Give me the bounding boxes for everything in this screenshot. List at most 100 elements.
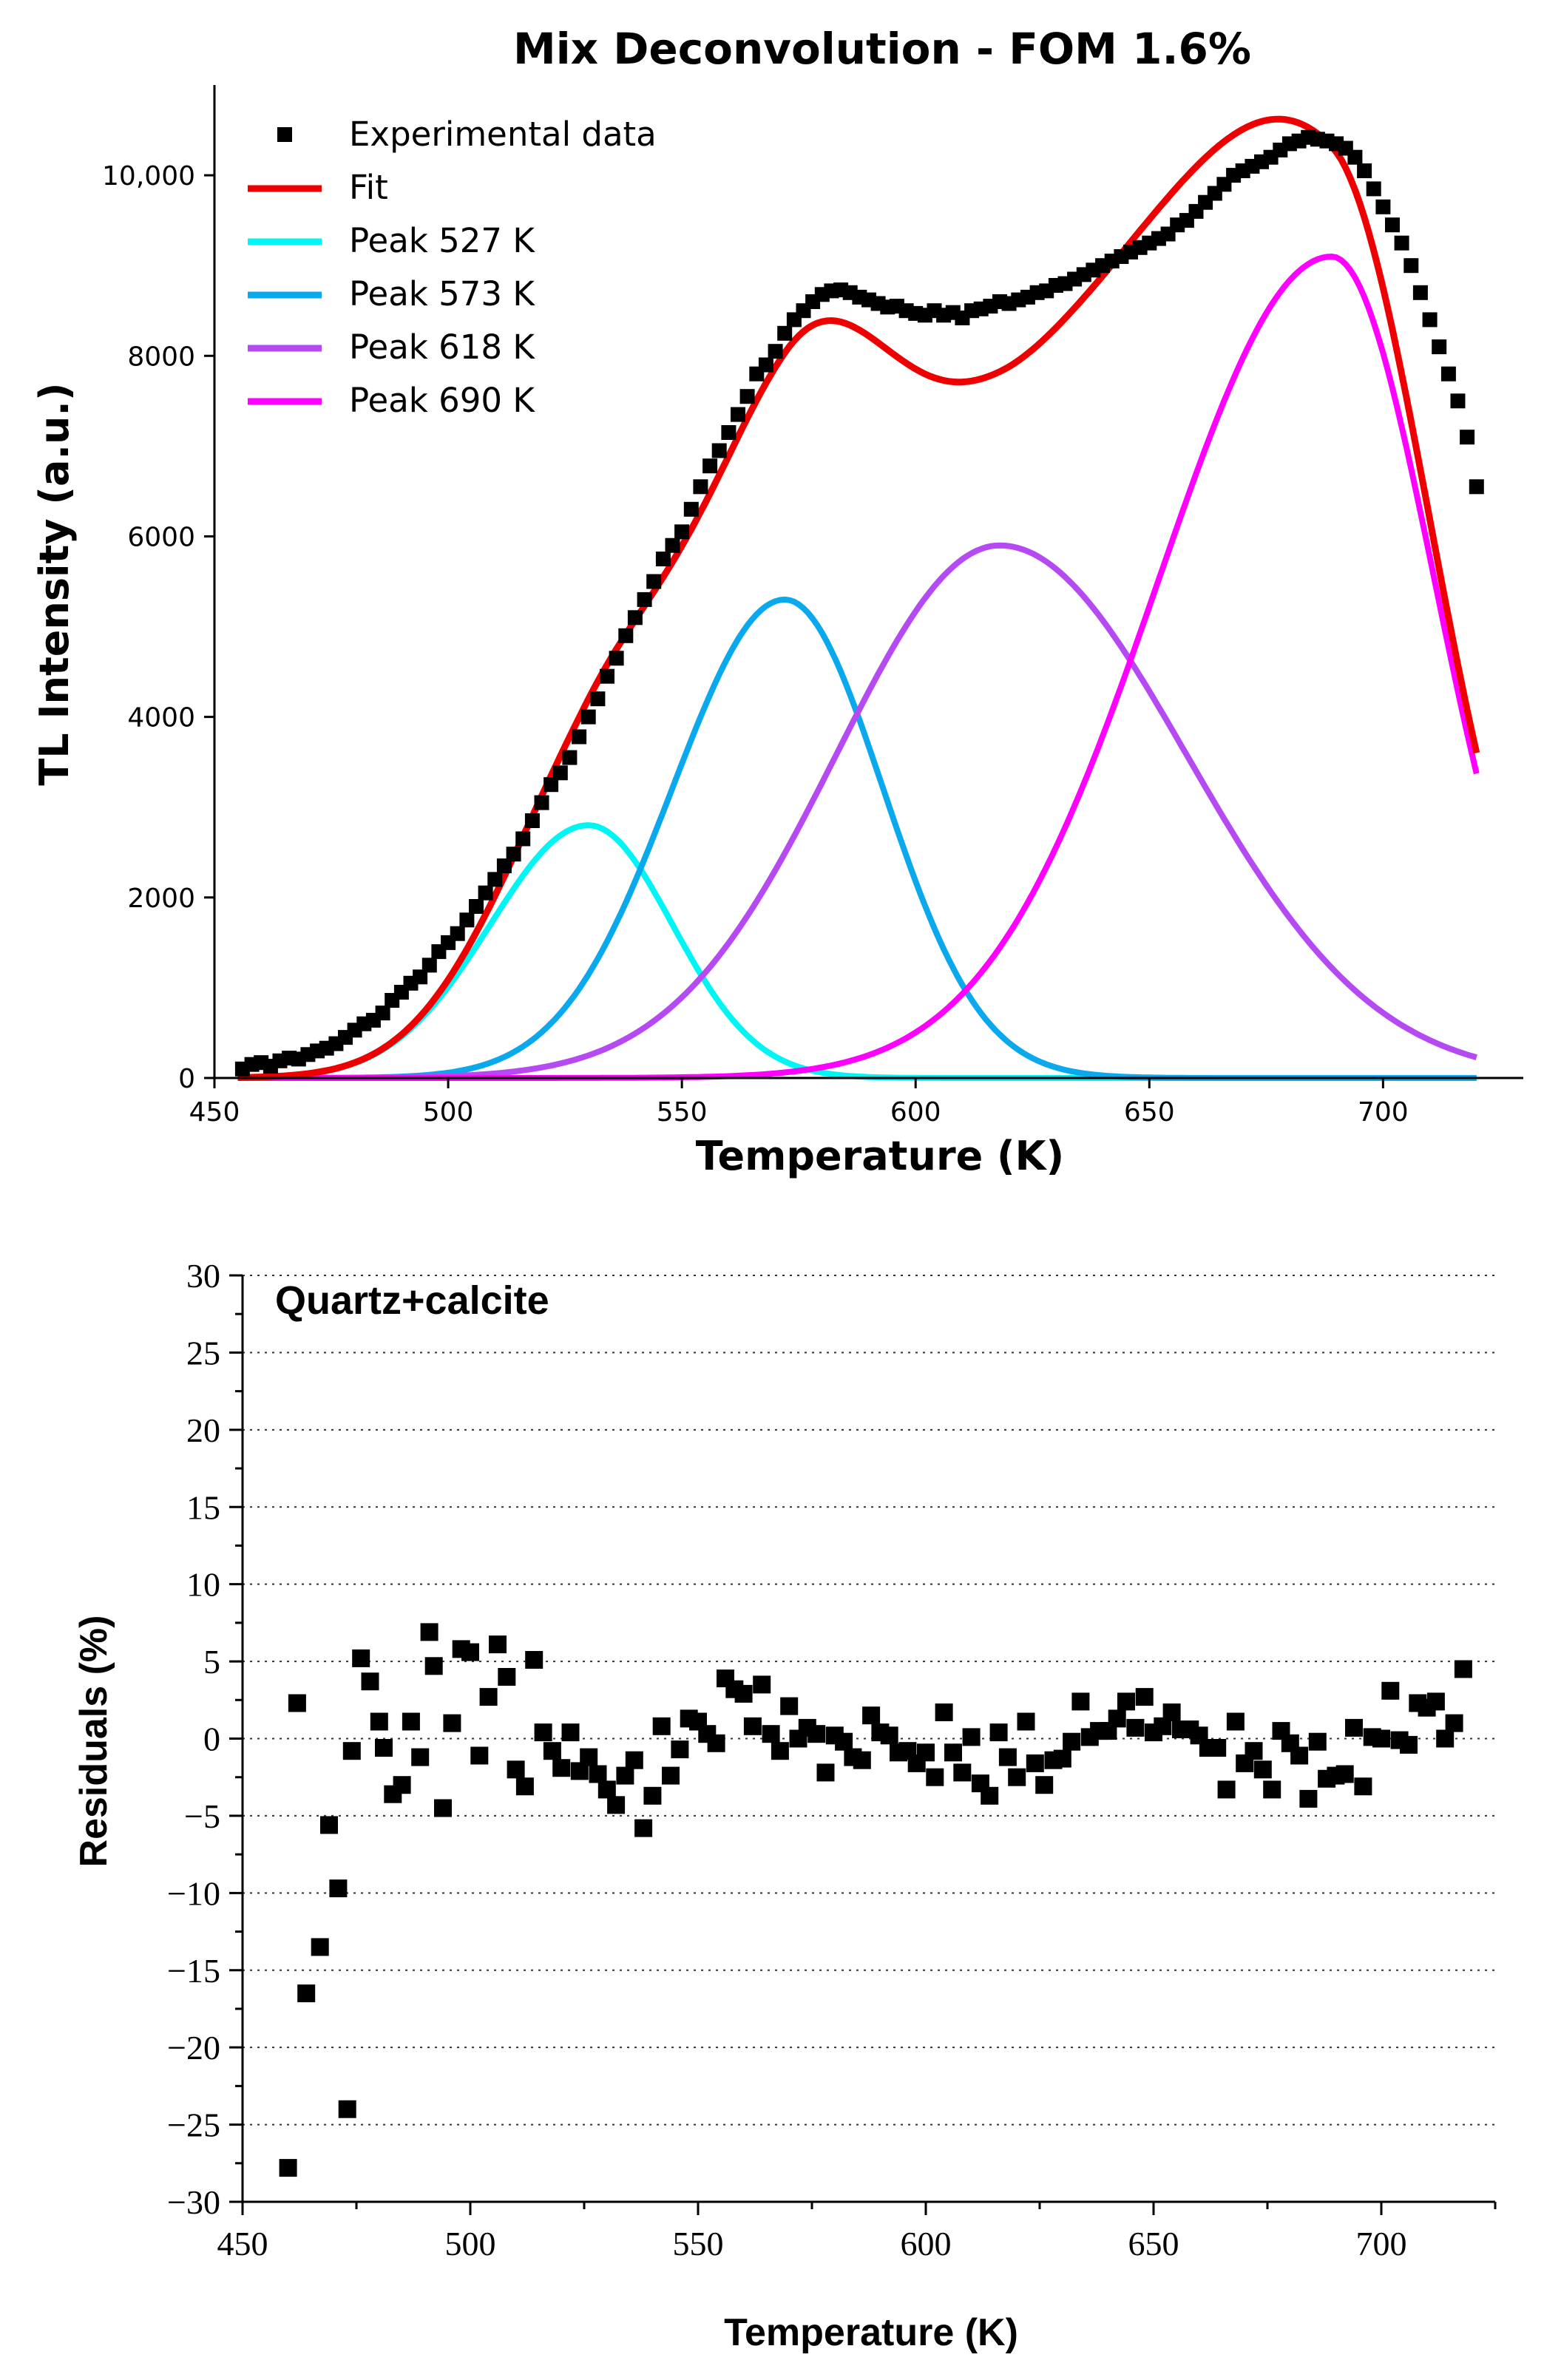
y-tick-label: 6000 bbox=[127, 522, 195, 552]
residual-point bbox=[420, 1623, 438, 1641]
experimental-point bbox=[637, 591, 652, 607]
experimental-point bbox=[1412, 285, 1428, 300]
residual-point bbox=[1354, 1777, 1372, 1796]
residual-point bbox=[771, 1742, 789, 1760]
residual-point bbox=[342, 1742, 361, 1760]
residuals-x-ticks: 450 500 550 600 650 700 bbox=[217, 2202, 1497, 2262]
residual-point bbox=[1263, 1780, 1281, 1799]
x-tick-label: 500 bbox=[445, 2225, 496, 2262]
experimental-point bbox=[1366, 181, 1381, 197]
experimental-point bbox=[450, 926, 465, 941]
experimental-point bbox=[1385, 217, 1400, 233]
experimental-point bbox=[478, 885, 493, 901]
experimental-point bbox=[506, 847, 521, 862]
residual-point bbox=[1308, 1732, 1327, 1751]
legend-label-experimental: Experimental data bbox=[349, 115, 657, 154]
residual-point bbox=[917, 1743, 935, 1762]
experimental-point bbox=[674, 524, 690, 540]
x-tick-label: 550 bbox=[673, 2225, 724, 2262]
experimental-point bbox=[544, 777, 559, 793]
x-tick-label: 550 bbox=[657, 1097, 708, 1128]
experimental-point bbox=[702, 458, 718, 474]
residual-point bbox=[424, 1657, 443, 1675]
y-tick-label: 15 bbox=[186, 1488, 220, 1526]
y-tick-label: 4000 bbox=[127, 703, 195, 733]
residual-point bbox=[411, 1748, 430, 1766]
residual-point bbox=[1335, 1765, 1354, 1783]
residual-point bbox=[498, 1668, 516, 1686]
y-tick-label: −10 bbox=[167, 1874, 220, 1912]
residuals-annotation: Quartz+calcite bbox=[275, 1278, 549, 1323]
experimental-point bbox=[375, 1006, 390, 1021]
experimental-point bbox=[496, 858, 512, 874]
y-tick-label: −30 bbox=[167, 2183, 220, 2221]
x-tick-label: 700 bbox=[1358, 1097, 1409, 1128]
residual-point bbox=[311, 1938, 329, 1956]
experimental-point bbox=[721, 425, 737, 440]
x-tick-label: 450 bbox=[217, 2225, 268, 2262]
y-tick-label: 0 bbox=[178, 1064, 195, 1094]
residual-point bbox=[1063, 1732, 1081, 1751]
experimental-point bbox=[600, 668, 614, 684]
experimental-point bbox=[469, 899, 484, 914]
experimental-point bbox=[665, 538, 680, 553]
residual-point bbox=[352, 1649, 370, 1667]
residual-point bbox=[762, 1725, 780, 1743]
residual-point bbox=[1454, 1660, 1472, 1678]
residual-point bbox=[279, 2159, 297, 2177]
residual-point bbox=[525, 1651, 544, 1669]
residual-point bbox=[361, 1672, 379, 1691]
residual-point bbox=[561, 1723, 580, 1742]
experimental-point bbox=[711, 443, 727, 458]
experimental-point bbox=[683, 501, 699, 517]
residual-point bbox=[1245, 1742, 1263, 1760]
experimental-point bbox=[413, 969, 428, 985]
residual-point bbox=[479, 1688, 498, 1706]
residual-point bbox=[552, 1759, 571, 1777]
residual-point bbox=[652, 1717, 671, 1735]
experimental-point bbox=[572, 729, 587, 745]
residual-points bbox=[279, 1623, 1472, 2177]
residual-point bbox=[1117, 1692, 1135, 1711]
residual-point bbox=[1290, 1746, 1309, 1765]
experimental-point bbox=[1357, 163, 1372, 178]
y-tick-label: 10 bbox=[186, 1566, 220, 1604]
residual-point bbox=[1208, 1739, 1227, 1757]
legend-label-peak-527: Peak 527 K bbox=[349, 221, 535, 260]
residual-point bbox=[816, 1763, 835, 1782]
residual-point bbox=[807, 1725, 826, 1743]
x-tick-label: 500 bbox=[423, 1097, 474, 1128]
experimental-point bbox=[590, 691, 606, 707]
residual-point bbox=[1008, 1768, 1026, 1786]
deconvolution-y-ticks: 0 2000 4000 6000 8000 10,000 bbox=[102, 161, 214, 1094]
residual-point bbox=[297, 1984, 316, 2003]
residual-point bbox=[461, 1643, 479, 1661]
experimental-point bbox=[421, 957, 437, 973]
residual-point bbox=[1436, 1729, 1455, 1748]
residual-point bbox=[625, 1751, 643, 1769]
residual-point bbox=[1372, 1729, 1390, 1748]
experimental-point bbox=[777, 325, 793, 341]
residual-point bbox=[402, 1712, 420, 1731]
residual-point bbox=[470, 1746, 489, 1765]
residual-point bbox=[743, 1717, 762, 1735]
residual-point bbox=[707, 1734, 725, 1752]
residual-point bbox=[1071, 1692, 1090, 1711]
y-tick-label: −25 bbox=[167, 2106, 220, 2144]
residual-point bbox=[753, 1675, 771, 1694]
residual-point bbox=[434, 1799, 452, 1817]
residual-point bbox=[1345, 1718, 1363, 1737]
experimental-points bbox=[234, 129, 1484, 1077]
y-tick-label: 10,000 bbox=[102, 161, 195, 191]
residuals-y-ticks: −30 −25 −20 −15 −10 −5 0 5 10 15 20 25 30 bbox=[167, 1257, 243, 2221]
legend-label-peak-618: Peak 618 K bbox=[349, 328, 535, 367]
y-tick-label: −15 bbox=[167, 1952, 220, 1990]
experimental-point bbox=[693, 479, 708, 495]
y-tick-label: 30 bbox=[186, 1257, 220, 1295]
residual-point bbox=[489, 1635, 507, 1654]
residual-point bbox=[989, 1723, 1008, 1742]
experimental-point bbox=[1450, 393, 1466, 409]
y-tick-label: −20 bbox=[167, 2029, 220, 2067]
residual-point bbox=[1381, 1681, 1400, 1700]
experimental-point bbox=[580, 709, 596, 725]
